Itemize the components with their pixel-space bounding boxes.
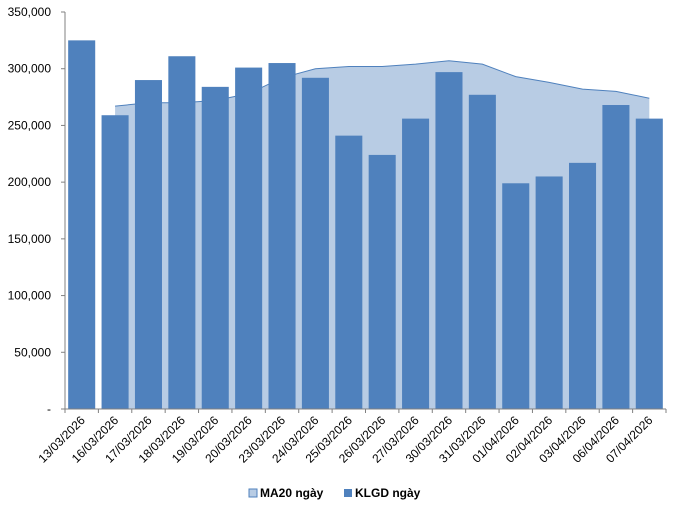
y-tick-label: 250,000 [8,118,52,132]
y-tick-label: 200,000 [8,175,52,189]
x-axis-ticks: 13/03/202616/03/202617/03/202618/03/2026… [35,409,667,466]
y-axis-ticks: - 50,000 100,000 150,000 200,000 250,000 300,0… [8,5,65,416]
bar-20/03/2026 [235,67,263,409]
y-tick-label: - [47,402,51,416]
y-tick-label: 150,000 [8,232,52,246]
bar-13/03/2026 [68,40,96,410]
legend-swatch-ma20 [248,488,258,498]
bar-03/04/2026 [569,162,597,409]
y-tick-label: 50,000 [14,345,51,359]
bar-31/03/2026 [468,94,496,410]
bar-06/04/2026 [602,105,630,409]
bar-23/03/2026 [268,63,296,409]
bar-01/04/2026 [502,183,530,409]
y-tick-label: 300,000 [8,62,52,76]
bar-19/03/2026 [201,86,229,410]
legend: MA20 ngày KLGD ngày [248,486,421,500]
bar-26/03/2026 [368,154,396,409]
legend-label-klgd: KLGD ngày [355,486,421,500]
y-tick-label: 350,000 [8,5,52,19]
y-tick-label: 100,000 [8,289,52,303]
bar-07/04/2026 [635,118,663,410]
legend-swatch-klgd [344,489,352,497]
bar-02/04/2026 [535,176,563,409]
bar-16/03/2026 [101,115,129,409]
bar-18/03/2026 [168,56,196,410]
legend-label-ma20: MA20 ngày [260,486,324,500]
bar-27/03/2026 [402,118,430,410]
bar-24/03/2026 [301,77,329,409]
bar-25/03/2026 [335,135,363,409]
volume-bars-layer [68,40,663,410]
bar-30/03/2026 [435,72,463,410]
bar-17/03/2026 [134,80,162,409]
